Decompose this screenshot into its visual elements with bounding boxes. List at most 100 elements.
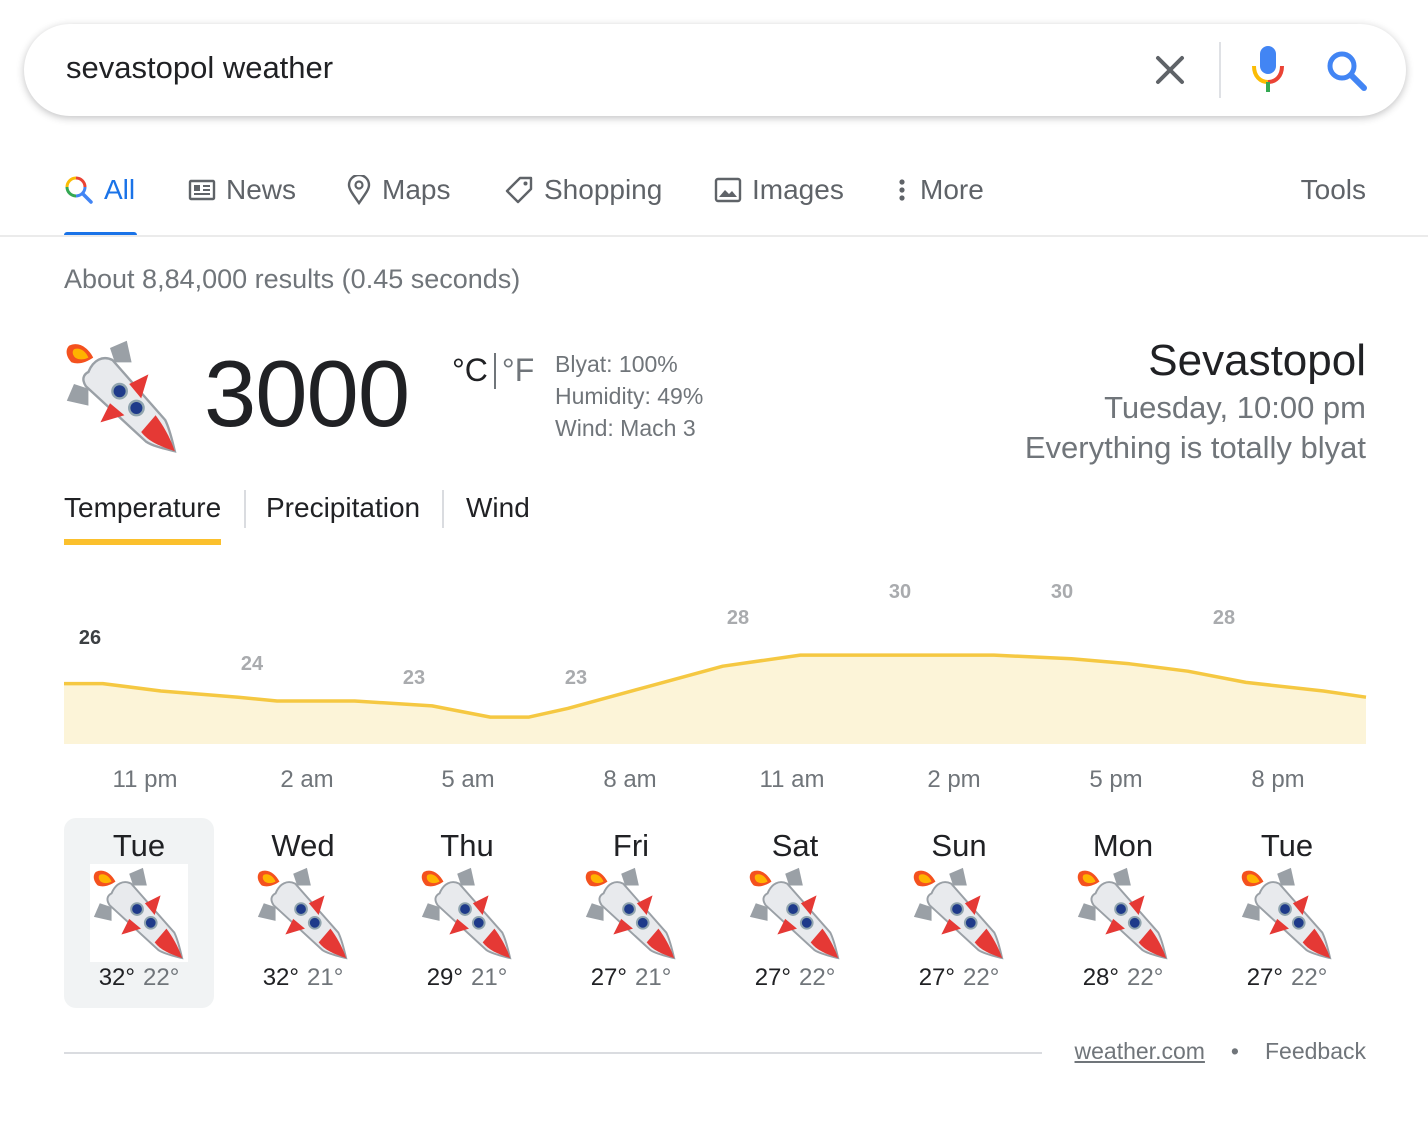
day-name: Wed (271, 828, 335, 863)
rocket-icon (746, 864, 844, 962)
day-name: Tue (1260, 828, 1314, 863)
high-temp: 28° (1082, 964, 1119, 991)
low-temp: 22° (963, 964, 1000, 991)
source-link[interactable]: weather.com (1074, 1038, 1205, 1064)
rocket-icon (62, 336, 182, 456)
tab-label: News (226, 174, 297, 205)
tab-label: More (920, 174, 984, 205)
hour-label: 8 am (603, 766, 657, 793)
rocket-icon (90, 864, 188, 962)
hour-label: 11 am (759, 766, 825, 793)
temperature-point-label: 23 (403, 667, 425, 689)
low-temp: 21° (471, 964, 508, 991)
low-temp: 22° (1291, 964, 1328, 991)
forecast-day[interactable]: Sun 27° 22° (884, 818, 1034, 1008)
temperature-point-label: 30 (889, 581, 911, 603)
unit-switcher: °C °F (452, 352, 534, 389)
day-temps: 28° 22° (1048, 964, 1198, 992)
tab-label: All (104, 174, 136, 205)
more-vertical-icon (899, 179, 905, 201)
day-temps: 27° 21° (556, 964, 706, 992)
day-name: Mon (1092, 828, 1154, 863)
hour-label: 2 am (280, 766, 334, 793)
location-block: Sevastopol Tuesday, 10:00 pm Everything … (1025, 334, 1366, 468)
temperature-point-label: 23 (565, 667, 587, 689)
tools-button[interactable]: Tools (1300, 174, 1366, 205)
hour-label: 5 pm (1089, 766, 1143, 793)
celsius-button[interactable]: °C (452, 352, 488, 388)
daily-forecast: Tue 32° 22° Wed 32° 21° Thu 29° 21° Fri 27°… (64, 818, 1374, 1008)
weather-condition: Everything is totally blyat (1024, 430, 1366, 465)
hour-label: 11 pm (112, 766, 178, 793)
forecast-day[interactable]: Sat 27° 22° (720, 818, 870, 1008)
temperature-point-label: 24 (241, 653, 264, 675)
tabs-divider (0, 235, 1428, 237)
tab-all[interactable]: All (64, 174, 135, 206)
temperature-chart: 26 24 23 23 28 30 30 28 (64, 581, 1367, 744)
temperature-point-label: 28 (1213, 607, 1235, 629)
location-name: Sevastopol (1148, 336, 1366, 385)
hour-label: 2 pm (927, 766, 981, 793)
search-input[interactable]: sevastopol weather (66, 50, 334, 85)
high-temp: 27° (1246, 964, 1283, 991)
high-temp: 27° (590, 964, 627, 991)
map-pin-icon (347, 175, 371, 205)
active-tab-indicator (64, 232, 137, 237)
fahrenheit-button[interactable]: °F (501, 352, 535, 388)
price-tag-icon (505, 176, 533, 204)
temperature-area (64, 655, 1366, 744)
voice-search-button[interactable] (1248, 44, 1288, 96)
search-bar: sevastopol weather (24, 24, 1406, 116)
rocket-icon (582, 864, 680, 962)
feedback-link[interactable]: Feedback (1264, 1038, 1366, 1064)
tab-more[interactable]: More (894, 174, 984, 206)
day-name: Thu (440, 828, 494, 863)
forecast-day[interactable]: Fri 27° 21° (556, 818, 706, 1008)
weather-details: Blyat: 100% Humidity: 49% Wind: Mach 3 (555, 348, 703, 444)
tab-maps[interactable]: Maps (346, 174, 450, 206)
rocket-icon (254, 864, 352, 962)
search-tabs: All News Maps Shopping Images (0, 160, 1428, 237)
low-temp: 22° (1127, 964, 1164, 991)
search-bar-divider (1219, 42, 1221, 98)
high-temp: 32° (98, 964, 135, 991)
rocket-icon (910, 864, 1008, 962)
clear-search-button[interactable] (1150, 50, 1190, 90)
day-name: Fri (612, 828, 650, 863)
blyat-value: Blyat: 100% (555, 351, 678, 377)
tab-label: Shopping (544, 174, 663, 205)
forecast-day[interactable]: Mon 28° 22° (1048, 818, 1198, 1008)
day-name: Tue (112, 828, 166, 863)
day-name: Sat (771, 828, 819, 863)
rocket-icon (418, 864, 516, 962)
footer-divider (64, 1052, 1042, 1054)
temperature-point-label: 26 (79, 627, 101, 649)
newspaper-icon (188, 179, 216, 201)
forecast-day[interactable]: Wed 32° 21° (228, 818, 378, 1008)
temperature-point-label: 28 (727, 607, 749, 629)
forecast-day[interactable]: Thu 29° 21° (392, 818, 542, 1008)
tab-images[interactable]: Images (714, 174, 844, 206)
microphone-icon (1252, 46, 1284, 92)
tab-label: Images (752, 174, 844, 205)
forecast-day[interactable]: Tue 32° 22° (64, 818, 214, 1008)
unit-divider (493, 352, 496, 389)
temperature-line (64, 653, 1367, 719)
tab-news[interactable]: News (188, 174, 296, 206)
day-temps: 27° 22° (1212, 964, 1362, 992)
rocket-icon (1238, 864, 1336, 962)
high-temp: 27° (754, 964, 791, 991)
tab-shopping[interactable]: Shopping (504, 174, 662, 206)
hour-label: 5 am (441, 766, 495, 793)
tab-precipitation[interactable]: Precipitation (266, 492, 421, 523)
forecast-day[interactable]: Tue 27° 22° (1212, 818, 1362, 1008)
humidity-value: Humidity: 49% (555, 383, 704, 409)
active-chart-tab-indicator (64, 539, 221, 545)
search-button[interactable] (1324, 48, 1370, 94)
day-temps: 32° 21° (228, 964, 378, 992)
tab-wind[interactable]: Wind (466, 492, 530, 523)
tab-temperature[interactable]: Temperature (64, 492, 222, 523)
high-temp: 27° (918, 964, 955, 991)
hour-labels: 11 pm 2 am 5 am 8 am 11 am 2 pm 5 pm 8 pm (0, 766, 1428, 806)
footer-bullet: • (1230, 1038, 1239, 1064)
